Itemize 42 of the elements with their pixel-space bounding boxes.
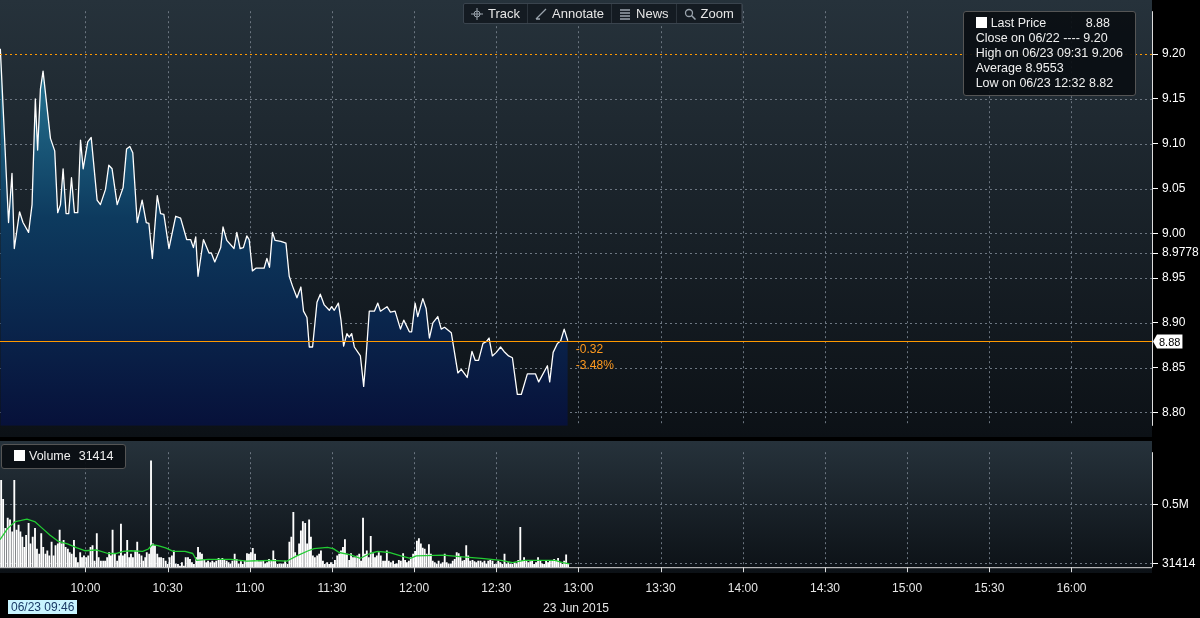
x-tick-label: 11:30 (317, 580, 347, 595)
annotation: Low on 06/23 12:32 8.82 (974, 76, 1115, 91)
x-tick-label: 16:00 (1056, 580, 1087, 595)
y-tick-label: 9.00 (1162, 225, 1186, 240)
annotation: Close on 06/22 ---- 9.20 (974, 31, 1109, 46)
x-tick-label: 10:00 (70, 580, 101, 595)
y-tick-label: 8.85 (1162, 359, 1186, 374)
y-tick-label: 9.20 (1162, 46, 1186, 61)
x-tick-label: 11:00 (235, 580, 265, 595)
x-tick-label: 12:00 (399, 580, 430, 595)
annotation: Annotate (552, 6, 605, 21)
annotation: -0.32 (575, 342, 604, 357)
x-tick-label: 15:30 (974, 580, 1005, 595)
annotation: Zoom (700, 6, 734, 21)
y-tick-label: 9.10 (1162, 136, 1186, 151)
legend-label: Last Price (989, 16, 1048, 31)
y-tick-label: 8.90 (1162, 315, 1186, 330)
annotation: News (636, 6, 669, 21)
x-tick-label: 13:00 (563, 580, 594, 595)
text: 06/23 09:46 (8, 600, 78, 614)
x-tick-label: 14:30 (809, 580, 841, 595)
x-axis-title: 23 Jun 2015 (542, 601, 610, 616)
x-tick-label: 12:30 (481, 580, 512, 595)
y-tick-label: 0.5M (1162, 496, 1189, 511)
x-tick-label: 13:30 (645, 580, 676, 595)
annotation: 31414 (77, 449, 115, 464)
y-tick-label: 8.80 (1162, 404, 1186, 419)
annotation: Track (488, 6, 521, 21)
y-tick-label: 9.15 (1162, 91, 1186, 106)
y-tick-label: 8.9778 (1162, 245, 1200, 260)
x-tick-label: 15:00 (892, 580, 923, 595)
legend-label: Volume (28, 449, 72, 464)
annotation: Average 8.9553 (974, 61, 1065, 76)
y-tick-label: 31414 (1162, 555, 1196, 570)
x-tick-label: 14:00 (727, 580, 759, 595)
annotation: 8.88 (1084, 16, 1112, 31)
annotation: -3.48% (575, 358, 615, 373)
y-tick-label: 9.05 (1162, 180, 1186, 195)
x-tick-label: 10:30 (152, 580, 183, 595)
ref-line-label: 8.88 (1159, 335, 1181, 348)
annotation: High on 06/23 09:31 9.206 (974, 46, 1124, 61)
y-tick-label: 8.95 (1162, 270, 1186, 285)
